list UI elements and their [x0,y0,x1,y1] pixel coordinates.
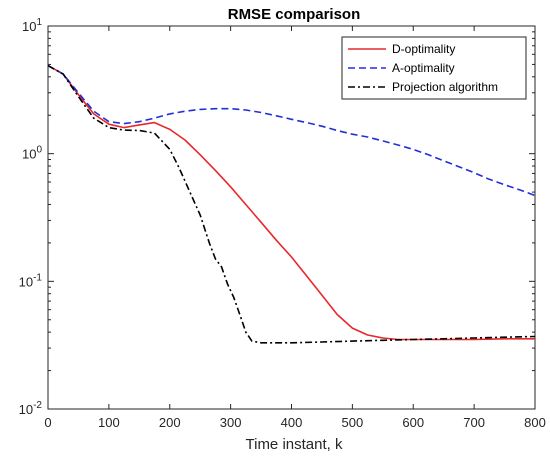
legend-label: A-optimality [392,61,455,75]
x-tick-label: 600 [402,415,424,430]
y-tick-label: 100 [22,145,42,162]
y-tick-label: 10-2 [19,400,43,417]
x-tick-label: 200 [159,415,181,430]
y-tick-label: 10-1 [19,272,43,289]
x-axis-label: Time instant, k [246,436,343,453]
x-tick-label: 0 [44,415,51,430]
x-tick-label: 500 [342,415,364,430]
chart-title: RMSE comparison [228,6,361,23]
y-tick-label: 101 [22,17,42,34]
x-tick-label: 300 [220,415,242,430]
legend-label: Projection algorithm [392,80,498,94]
x-tick-label: 100 [98,415,120,430]
x-tick-label: 700 [463,415,485,430]
y-tick-base: 10 [22,147,36,162]
y-tick-exponent: 1 [36,17,42,28]
y-tick-exponent: -2 [33,400,42,411]
y-tick-exponent: -1 [33,272,42,283]
y-tick-base: 10 [19,274,33,289]
series-line-1 [47,64,535,341]
plot-area: 0 100 200 300 400 500 600 700 80010-210-1100101D… [19,17,546,430]
legend-label: D-optimality [392,42,455,56]
series-line-3 [47,64,536,344]
y-tick-exponent: 0 [36,145,42,156]
x-tick-label: 400 [281,415,303,430]
y-tick-base: 10 [22,19,36,34]
x-tick-label: 800 [524,415,546,430]
series-line-2 [47,64,536,197]
legend: D-optimality A-optimality Projection algor… [341,36,527,100]
y-tick-base: 10 [19,402,33,417]
